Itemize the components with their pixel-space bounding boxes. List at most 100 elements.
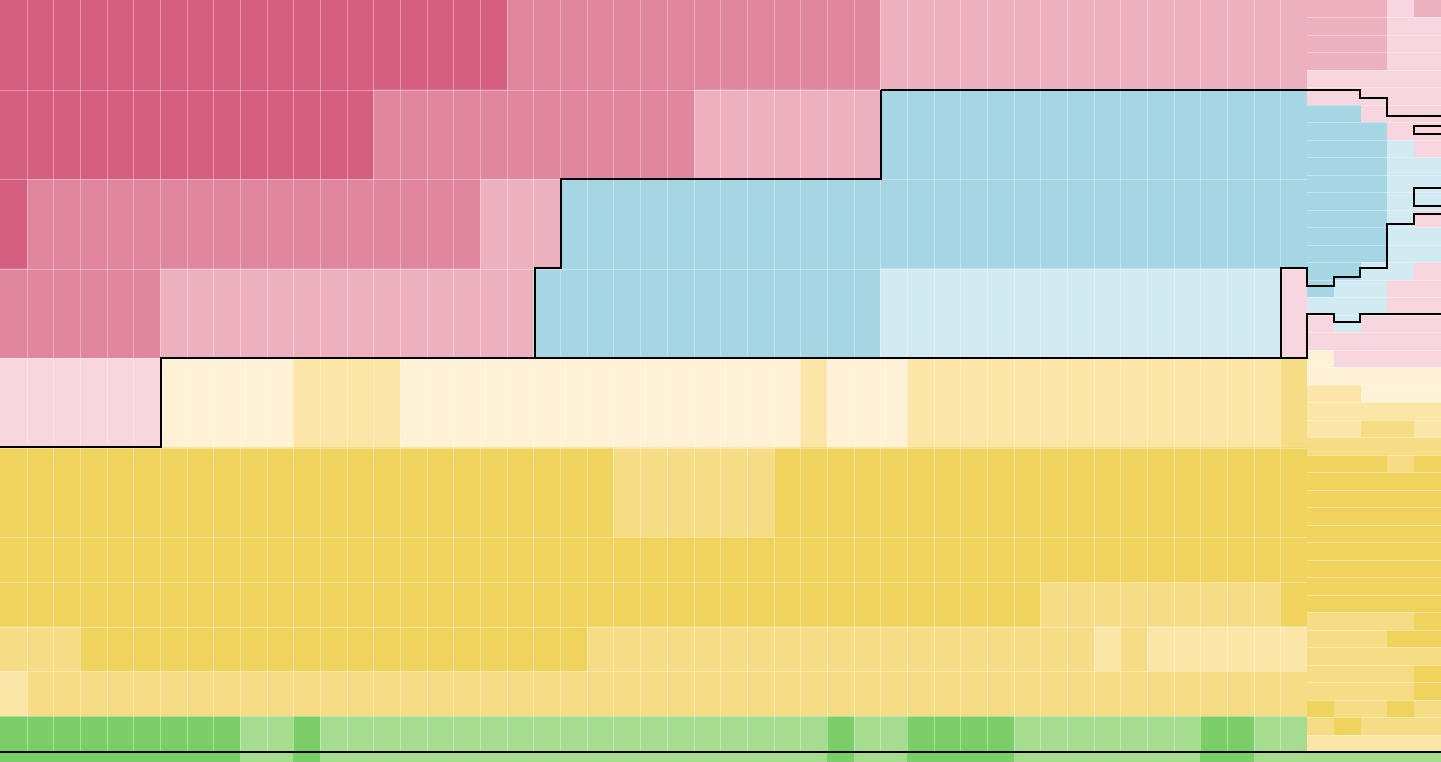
heatmap-cell — [1200, 179, 1227, 269]
strip-cell — [1387, 525, 1414, 542]
strip-cell — [1387, 332, 1414, 350]
heatmap-cell — [747, 626, 774, 671]
heatmap-cell — [347, 671, 373, 716]
heatmap-cell — [267, 179, 293, 269]
heatmap-cell — [960, 268, 987, 358]
strip-cell — [1307, 297, 1334, 315]
strip-cell — [1414, 350, 1441, 367]
heatmap-cell — [293, 268, 320, 358]
heatmap-cell — [1120, 753, 1147, 762]
heatmap-cell — [720, 753, 747, 762]
heatmap-cell — [373, 582, 400, 627]
heatmap-cell — [480, 582, 507, 627]
heatmap-cell — [987, 268, 1014, 358]
strip-cell — [1307, 105, 1334, 122]
strip-cell — [1307, 560, 1334, 577]
heatmap-cell — [640, 268, 667, 358]
strip-cell — [1334, 350, 1361, 367]
strip-cell — [1334, 35, 1361, 52]
heatmap-cell — [240, 626, 267, 671]
heatmap-cell — [240, 447, 267, 537]
heatmap-cell — [373, 0, 400, 90]
heatmap-cell — [453, 89, 480, 179]
heatmap-cell — [1094, 268, 1120, 358]
strip-cell — [1334, 472, 1361, 490]
strip-cell — [1307, 420, 1334, 437]
heatmap-cell — [1147, 358, 1174, 448]
heatmap-cell — [1227, 179, 1254, 269]
heatmap-cell — [667, 358, 694, 448]
heatmap-cell — [1200, 268, 1227, 358]
heatmap-cell — [507, 671, 533, 716]
heatmap-cell — [27, 447, 53, 537]
strip-cell — [1387, 717, 1414, 735]
heatmap-cell — [1227, 268, 1254, 358]
heatmap-cell — [160, 753, 187, 762]
heatmap-cell — [533, 671, 560, 716]
heatmap-cell — [800, 89, 827, 179]
heatmap-cell — [373, 89, 400, 179]
heatmap-cell — [320, 89, 347, 179]
heatmap-cell — [560, 358, 587, 448]
strip-cell — [1307, 700, 1334, 717]
heatmap-cell — [507, 358, 533, 448]
heatmap-cell — [427, 671, 453, 716]
heatmap-cell — [1067, 179, 1094, 269]
strip-cell — [1361, 367, 1387, 385]
strip-cell — [1334, 560, 1361, 577]
heatmap-cell — [480, 671, 507, 716]
heatmap-cell — [1174, 89, 1200, 179]
heatmap-cell — [400, 582, 427, 627]
heatmap-cell — [133, 671, 160, 716]
strip-cell — [1334, 630, 1361, 647]
heatmap-cell — [827, 716, 854, 753]
strip-cell — [1334, 122, 1361, 140]
strip-cell — [1387, 210, 1414, 227]
heatmap-cell — [1014, 447, 1040, 537]
heatmap-cell — [427, 716, 453, 753]
heatmap-cell — [1254, 358, 1280, 448]
strip-cell — [1361, 385, 1387, 402]
strip-cell — [1307, 647, 1334, 665]
heatmap-cell — [480, 89, 507, 179]
strip-cell — [1307, 70, 1334, 87]
heatmap-cell — [1280, 716, 1307, 753]
heatmap-cell — [507, 582, 533, 627]
heatmap-cell — [774, 582, 800, 627]
heatmap-cell — [1174, 582, 1200, 627]
heatmap-cell — [213, 0, 240, 90]
heatmap-cell — [1280, 537, 1307, 582]
heatmap-cell — [1040, 716, 1067, 753]
heatmap-cell — [720, 716, 747, 753]
heatmap-cell — [1040, 447, 1067, 537]
heatmap-cell — [1120, 671, 1147, 716]
heatmap-cell — [613, 0, 640, 90]
heatmap-cell — [400, 537, 427, 582]
strip-cell — [1307, 157, 1334, 175]
heatmap-cell — [1014, 626, 1040, 671]
heatmap-cell — [427, 0, 453, 90]
heatmap-cell — [107, 753, 133, 762]
strip-cell — [1361, 262, 1387, 280]
heatmap-cell — [854, 447, 880, 537]
heatmap-cell — [1147, 626, 1174, 671]
heatmap-cell — [987, 537, 1014, 582]
strip-notch-boundary — [1413, 125, 1441, 135]
strip-cell — [1387, 472, 1414, 490]
strip-cell — [1361, 315, 1387, 332]
heatmap-cell — [1040, 0, 1067, 90]
heatmap-cell — [747, 268, 774, 358]
heatmap-cell — [187, 447, 213, 537]
heatmap-cell — [80, 671, 107, 716]
heatmap-cell — [107, 447, 133, 537]
heatmap-cell — [934, 268, 960, 358]
heatmap-cell — [800, 358, 827, 448]
heatmap-cell — [1174, 716, 1200, 753]
heatmap-cell — [213, 716, 240, 753]
heatmap-cell — [373, 626, 400, 671]
strip-cell — [1361, 455, 1387, 472]
heatmap-cell — [827, 447, 854, 537]
strip-cell — [1334, 735, 1361, 752]
heatmap-cell — [373, 358, 400, 448]
strip-cell — [1334, 315, 1361, 332]
